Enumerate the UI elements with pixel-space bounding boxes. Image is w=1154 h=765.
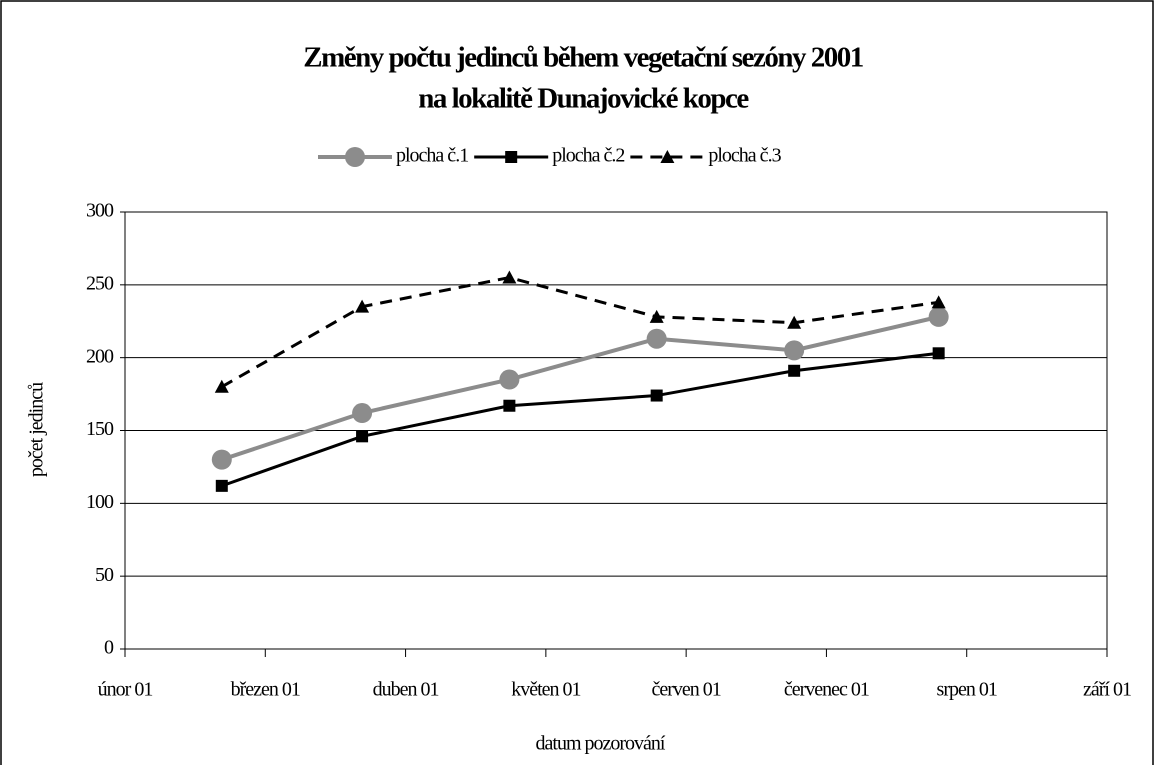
marker (784, 340, 805, 361)
marker (214, 379, 229, 393)
series-line (221, 314, 940, 462)
marker (646, 328, 667, 349)
legend-label: plocha č.1 (396, 145, 468, 167)
marker (932, 347, 945, 360)
y-tick-label: 200 (86, 345, 114, 367)
marker (931, 295, 946, 309)
legend-marker (345, 147, 365, 167)
chart-title: Změny počtu jedinců během vegetační sezó… (303, 42, 862, 74)
y-tick-label: 0 (104, 637, 114, 659)
marker (650, 389, 663, 402)
x-tick-label: květen 01 (511, 679, 580, 701)
legend-label: plocha č.2 (552, 145, 624, 167)
x-tick-label: duben 01 (373, 679, 439, 701)
series-line (221, 276, 939, 389)
plot-area (124, 211, 1108, 650)
x-axis-title: datum pozorování (536, 733, 666, 755)
marker (352, 403, 373, 424)
y-tick-label: 100 (86, 491, 114, 513)
marker (356, 430, 369, 443)
y-tick-label: 250 (86, 272, 114, 294)
marker (211, 449, 232, 470)
marker (215, 479, 228, 492)
marker (788, 364, 801, 377)
y-tick-label: 300 (86, 200, 114, 222)
legend-label: plocha č.3 (708, 145, 781, 167)
legend-marker (660, 150, 675, 163)
x-tick-label: červen 01 (651, 679, 720, 701)
y-tick-label: 50 (95, 564, 114, 586)
marker (649, 309, 664, 323)
marker (503, 399, 516, 412)
series-line (221, 351, 939, 488)
x-tick-label: únor 01 (98, 679, 153, 701)
marker (355, 299, 370, 313)
marker (928, 306, 949, 327)
x-tick-label: srpen 01 (937, 679, 997, 701)
y-tick-label: 150 (86, 418, 114, 440)
x-tick-label: březen 01 (231, 679, 300, 701)
x-tick-label: září 01 (1083, 679, 1131, 701)
marker (787, 315, 802, 329)
chart-title: na lokalitě Dunajovické kopce (418, 83, 749, 115)
legend-marker (505, 151, 518, 163)
y-axis-title: počet jedinců (26, 382, 48, 477)
marker (499, 369, 520, 390)
x-tick-label: červenec 01 (784, 679, 869, 701)
marker (502, 270, 517, 284)
